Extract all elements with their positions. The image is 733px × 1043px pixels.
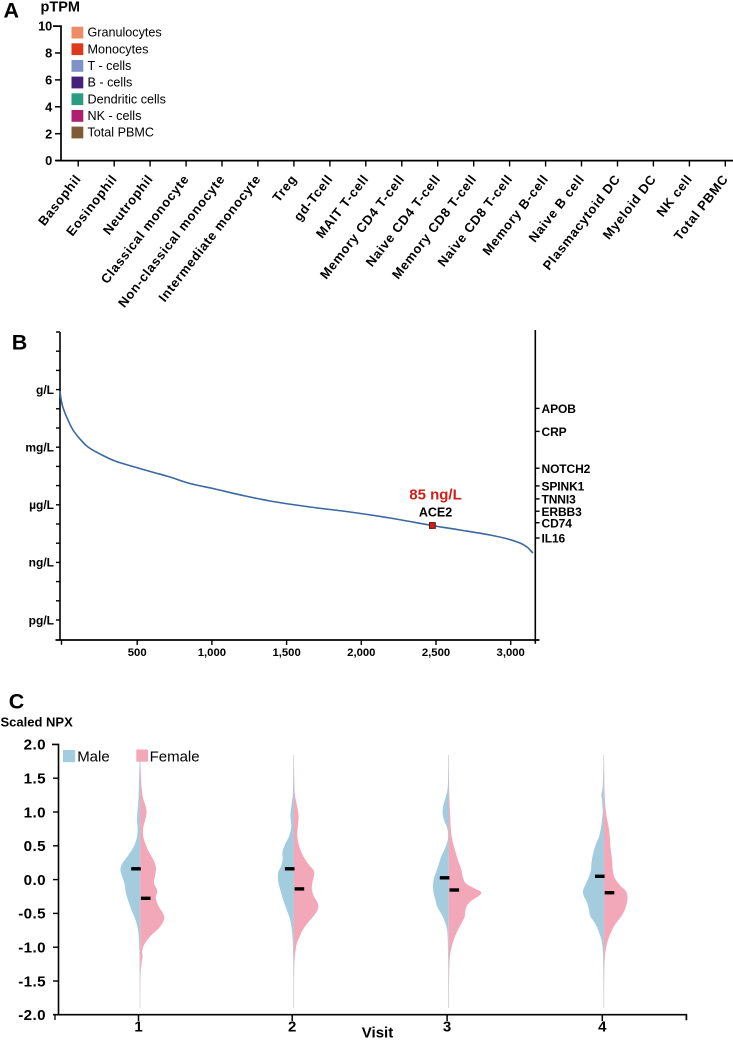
svg-text:g/L: g/L: [36, 383, 54, 397]
svg-text:ng/L: ng/L: [29, 556, 54, 570]
svg-text:Dendritic cells: Dendritic cells: [88, 92, 166, 106]
svg-text:1.5: 1.5: [24, 771, 46, 788]
svg-text:1.0: 1.0: [24, 804, 46, 821]
svg-text:0.0: 0.0: [24, 872, 46, 889]
svg-text:1,000: 1,000: [198, 647, 226, 659]
svg-text:mg/L: mg/L: [25, 441, 54, 455]
svg-text:1: 1: [134, 1019, 142, 1036]
svg-text:pg/L: pg/L: [29, 613, 54, 627]
svg-text:3: 3: [443, 1019, 451, 1036]
svg-text:Male: Male: [77, 748, 110, 765]
svg-text:0: 0: [45, 153, 52, 168]
svg-text:Monocytes: Monocytes: [88, 42, 149, 56]
svg-text:CD74: CD74: [542, 516, 573, 530]
svg-text:Total PBMC: Total PBMC: [88, 126, 155, 140]
svg-text:TNNI3: TNNI3: [542, 493, 577, 507]
svg-text:µg/L: µg/L: [29, 498, 54, 512]
svg-text:T - cells: T - cells: [88, 59, 132, 73]
svg-text:85 ng/L: 85 ng/L: [409, 487, 462, 504]
svg-text:NK - cells: NK - cells: [88, 109, 142, 123]
svg-text:Granulocytes: Granulocytes: [88, 26, 162, 40]
svg-text:8: 8: [45, 46, 52, 61]
svg-text:0.5: 0.5: [24, 838, 46, 855]
svg-text:IL16: IL16: [542, 532, 566, 546]
svg-text:10: 10: [38, 19, 52, 34]
svg-text:2.0: 2.0: [24, 737, 46, 754]
svg-text:B: B: [12, 331, 28, 355]
svg-text:4: 4: [45, 99, 53, 114]
svg-text:2: 2: [288, 1019, 296, 1036]
svg-text:-1.5: -1.5: [18, 973, 46, 990]
svg-text:2,500: 2,500: [422, 647, 450, 659]
svg-text:1,500: 1,500: [272, 647, 300, 659]
svg-text:2: 2: [45, 126, 52, 141]
svg-text:A: A: [4, 0, 20, 22]
svg-text:NOTCH2: NOTCH2: [542, 462, 591, 476]
svg-text:Scaled NPX: Scaled NPX: [1, 715, 74, 730]
svg-text:SPINK1: SPINK1: [542, 480, 585, 494]
svg-text:2,000: 2,000: [347, 647, 375, 659]
svg-text:B - cells: B - cells: [88, 76, 133, 90]
svg-text:ERBB3: ERBB3: [542, 505, 583, 519]
svg-text:APOB: APOB: [542, 402, 577, 416]
svg-text:3,000: 3,000: [497, 647, 525, 659]
svg-text:4: 4: [598, 1019, 607, 1036]
svg-text:ACE2: ACE2: [419, 506, 452, 520]
svg-text:Visit: Visit: [362, 1025, 393, 1042]
svg-text:Female: Female: [150, 748, 200, 765]
svg-text:500: 500: [128, 647, 147, 659]
svg-text:-2.0: -2.0: [18, 1007, 46, 1024]
svg-text:-1.0: -1.0: [18, 940, 46, 957]
svg-text:C: C: [9, 689, 25, 713]
svg-text:6: 6: [45, 73, 52, 88]
svg-text:-0.5: -0.5: [18, 906, 46, 923]
svg-text:CRP: CRP: [542, 425, 567, 439]
svg-text:pTPM: pTPM: [41, 0, 80, 16]
